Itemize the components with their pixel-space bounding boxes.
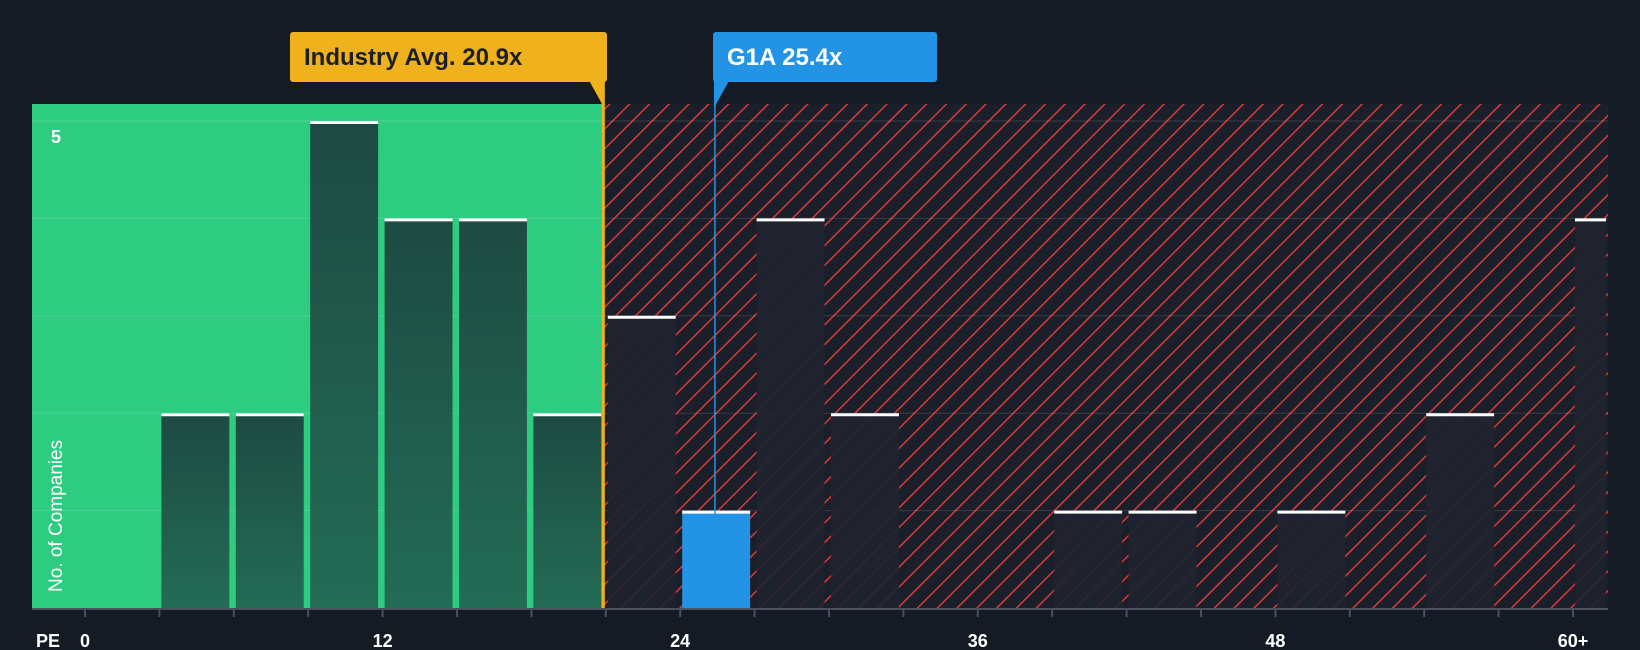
y-axis-ticks: 5 xyxy=(51,127,61,147)
bar-shade xyxy=(1426,413,1495,608)
markers: Industry Avg. 20.9x G1A 25.4x xyxy=(290,32,937,608)
bar xyxy=(384,218,453,608)
company-pointer xyxy=(713,81,729,108)
bar xyxy=(235,413,304,608)
x-axis-ticks: 0 12 24 36 48 60+ xyxy=(80,609,1588,650)
x-axis-title: PE xyxy=(36,631,60,650)
x-tick-label: 12 xyxy=(373,631,393,650)
industry-average-pointer xyxy=(589,81,605,108)
x-tick-label: 36 xyxy=(968,631,988,650)
industry-average-callout xyxy=(290,32,607,82)
company-callout xyxy=(713,32,937,82)
bar-shade xyxy=(831,413,899,608)
bar-shade xyxy=(1054,510,1123,608)
bar xyxy=(161,413,230,608)
company-marker: G1A 25.4x xyxy=(713,32,937,608)
x-tick-label: 24 xyxy=(670,631,690,650)
bar xyxy=(310,121,379,608)
bar-shade xyxy=(756,218,825,608)
bar xyxy=(533,413,602,608)
bars xyxy=(161,121,1606,608)
y-axis-title: No. of Companies xyxy=(46,440,67,592)
x-tick-label: 48 xyxy=(1265,631,1285,650)
company-label: G1A 25.4x xyxy=(727,44,843,71)
bar-company xyxy=(682,510,751,608)
industry-average-marker: Industry Avg. 20.9x xyxy=(290,32,607,608)
bar-shade xyxy=(1277,510,1346,608)
bar-shade xyxy=(607,315,676,608)
bar xyxy=(459,218,527,608)
y-tick-label: 5 xyxy=(51,127,61,147)
x-tick-label: 60+ xyxy=(1558,631,1589,650)
bar-shade xyxy=(1128,510,1197,608)
x-tick-label: 0 xyxy=(80,631,90,650)
industry-average-label: Industry Avg. 20.9x xyxy=(304,44,523,71)
bar-shade xyxy=(1575,218,1606,608)
